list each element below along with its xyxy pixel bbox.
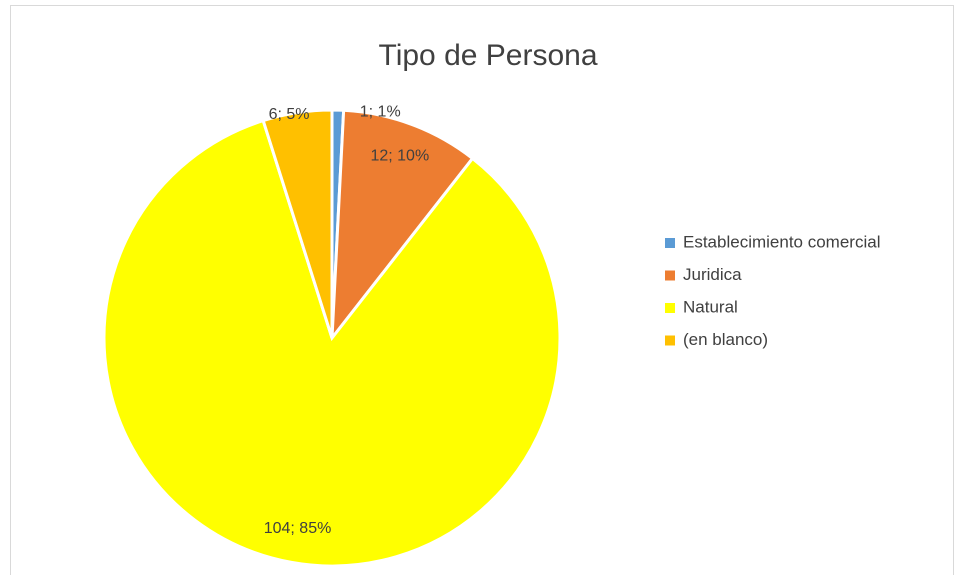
legend-label: Natural <box>683 297 738 316</box>
data-label: 6; 5% <box>269 106 310 123</box>
legend-swatch <box>665 303 675 313</box>
legend-swatch <box>665 270 675 281</box>
data-label: 1; 1% <box>360 104 401 121</box>
legend-swatch <box>665 335 675 346</box>
pie-slice <box>330 108 475 343</box>
pie-slice <box>102 118 562 568</box>
legend-label: Juridica <box>683 265 742 284</box>
legend-label: (en blanco) <box>683 330 768 349</box>
legend-swatch <box>665 238 675 248</box>
legend-label: Establecimiento comercial <box>683 232 880 251</box>
pie-slice <box>261 108 334 339</box>
data-label: 104; 85% <box>264 520 332 537</box>
chart-title: Tipo de Persona <box>378 39 597 72</box>
data-label: 12; 10% <box>370 148 429 165</box>
